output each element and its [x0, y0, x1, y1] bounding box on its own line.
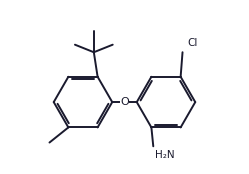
Text: Cl: Cl	[187, 38, 198, 49]
Text: O: O	[120, 97, 129, 107]
Text: H₂N: H₂N	[155, 150, 175, 160]
